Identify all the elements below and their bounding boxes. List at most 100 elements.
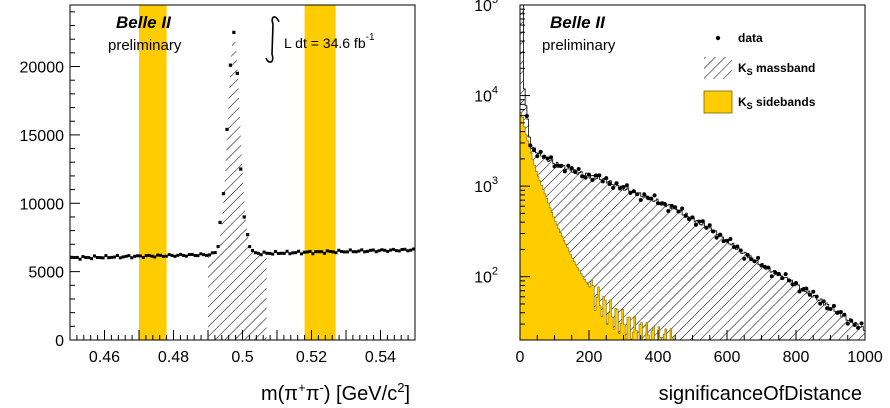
- right-data-point: [542, 154, 547, 159]
- left-data-point: [271, 252, 275, 256]
- right-y-ticks: [520, 4, 530, 341]
- right-x-ticks: [519, 330, 866, 340]
- right-data-point: [614, 181, 619, 186]
- left-sidebands: [139, 5, 336, 340]
- left-data-point: [216, 244, 220, 248]
- right-x-tick-label: 1000: [847, 349, 883, 366]
- right-data-point: [711, 229, 716, 234]
- right-data-point: [704, 225, 709, 230]
- left-data-point: [207, 253, 211, 257]
- luminosity-label: L dt = 34.6 fb-1: [265, 16, 375, 63]
- left-data-point: [187, 253, 191, 257]
- right-data-point: [856, 325, 861, 330]
- left-data-point: [265, 251, 269, 255]
- right-data-point: [787, 278, 792, 283]
- left-data-point: [205, 253, 209, 257]
- left-data-point: [279, 251, 283, 255]
- right-data-point: [555, 163, 560, 168]
- integral-sign: [265, 16, 280, 63]
- left-data-point: [285, 249, 289, 253]
- left-data-points: [70, 30, 415, 261]
- right-data-point: [580, 174, 585, 179]
- left-data-point: [130, 256, 134, 260]
- left-data-point: [394, 249, 398, 253]
- right-data-point: [790, 282, 795, 287]
- left-data-point: [291, 251, 295, 255]
- right-data-point: [535, 154, 540, 159]
- right-data-point: [635, 192, 640, 197]
- left-data-point: [84, 255, 88, 259]
- right-data-point: [783, 272, 788, 277]
- left-data-point: [104, 254, 108, 258]
- right-data-point: [562, 169, 567, 174]
- left-peak-point: [242, 215, 246, 219]
- left-panel: 0.46 0.48 0.5 0.52 0.54 0 5000 10000 15000 20000…: [20, 4, 416, 405]
- left-peak-point: [225, 127, 229, 132]
- left-peak-point: [221, 192, 226, 196]
- right-data-point: [600, 179, 605, 184]
- left-x-tick-labels: 0.46 0.48 0.5 0.52 0.54: [89, 349, 396, 366]
- right-y-tick-label: 102: [474, 266, 498, 287]
- right-data-point: [649, 196, 654, 201]
- left-x-tick-label: 0.5: [231, 349, 253, 366]
- right-data-point: [624, 183, 629, 188]
- right-data-point: [538, 149, 543, 154]
- left-data-point: [400, 247, 404, 251]
- legend-sideband-label: KS sidebands: [738, 95, 816, 111]
- right-data-point: [828, 306, 833, 311]
- right-y-tick-labels: 102 103 104 105: [474, 0, 498, 287]
- right-experiment-label: Belle II: [550, 13, 606, 32]
- left-data-point: [115, 254, 119, 258]
- left-data-point: [322, 251, 326, 255]
- left-y-tick-label: 20000: [20, 60, 65, 77]
- left-data-point: [374, 250, 378, 254]
- right-data-point: [652, 193, 657, 198]
- left-data-point: [210, 251, 214, 255]
- left-data-point: [124, 254, 128, 258]
- right-data-point: [569, 166, 574, 171]
- left-y-tick-label: 5000: [28, 265, 64, 282]
- left-data-point: [87, 256, 91, 260]
- right-data-point: [766, 265, 771, 270]
- right-x-tick-label: 200: [576, 349, 603, 366]
- left-data-point: [409, 248, 413, 252]
- right-data-point: [669, 203, 674, 208]
- right-data-point: [794, 281, 798, 286]
- right-data-point: [690, 215, 695, 220]
- right-data-point: [800, 287, 805, 292]
- right-data-point: [528, 143, 533, 148]
- right-x-axis-title: significanceOfDistance: [659, 383, 862, 405]
- right-data-point: [549, 155, 554, 160]
- legend-data-marker: [715, 35, 721, 41]
- left-data-point: [202, 253, 206, 257]
- left-data-point: [262, 250, 266, 254]
- right-x-tick-label: 600: [714, 349, 741, 366]
- right-data-point: [604, 176, 609, 181]
- left-massband-hatch: [208, 35, 267, 340]
- right-data-point: [673, 205, 678, 210]
- legend-sideband-swatch: [703, 90, 733, 114]
- right-data-point: [656, 201, 660, 206]
- left-y-tick-label: 15000: [20, 128, 65, 145]
- left-data-point: [133, 254, 137, 258]
- left-data-point: [121, 255, 125, 259]
- right-x-tick-label: 0: [516, 349, 525, 366]
- right-data-point: [725, 238, 729, 243]
- left-data-point: [110, 255, 114, 259]
- left-data-point: [308, 249, 312, 253]
- left-data-point: [403, 247, 407, 251]
- left-data-point: [199, 252, 203, 256]
- left-data-point: [182, 254, 186, 258]
- left-data-point: [190, 252, 194, 256]
- right-data-point: [687, 217, 692, 222]
- left-data-point: [173, 254, 177, 258]
- right-y-tick-label: 105: [474, 0, 498, 15]
- left-data-point: [251, 248, 255, 252]
- right-x-tick-label: 800: [783, 349, 810, 366]
- left-data-point: [377, 249, 381, 253]
- left-data-point: [288, 252, 292, 256]
- right-y-tick-label: 103: [474, 175, 498, 196]
- left-massband: [208, 35, 267, 340]
